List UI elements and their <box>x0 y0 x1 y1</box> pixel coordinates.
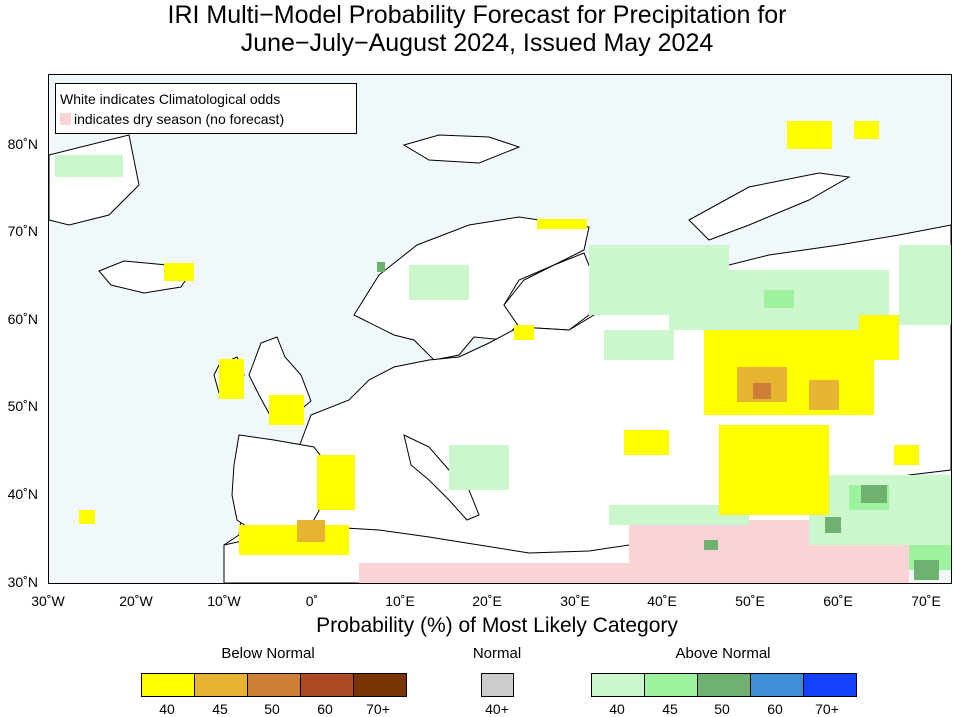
yellow-region-morocco <box>239 525 349 555</box>
below-normal-swatch-2 <box>248 674 301 696</box>
above-normal-swatch-4 <box>804 674 856 696</box>
land-italy <box>403 434 480 521</box>
green-region-siberia <box>899 245 951 325</box>
green50-region-east <box>914 560 939 580</box>
yellow-region-kazakh <box>894 445 919 465</box>
above-normal-swatch-1 <box>645 674 698 696</box>
above-tick-40: 40 <box>609 701 625 717</box>
yellow-region-volga <box>704 330 874 415</box>
normal-colorbar <box>481 673 514 697</box>
green45-region-urals <box>764 290 794 308</box>
yellow-region-atlantic <box>79 510 95 524</box>
lat-label-80n: 80˚N <box>7 136 38 152</box>
below-tick-70: 70+ <box>366 701 390 717</box>
yellow-region-black-sea <box>624 430 669 455</box>
orange45-region-urals <box>809 380 839 410</box>
lon-label-40e: 40˚E <box>647 593 677 609</box>
normal-tick-40: 40+ <box>485 701 509 717</box>
yellow-region-britain <box>269 395 304 425</box>
lat-label-40n: 40˚N <box>7 486 38 502</box>
orange45-region-morocco <box>297 520 325 542</box>
green-region-east-europe <box>604 330 674 360</box>
lon-label-20w: 20˚W <box>119 593 153 609</box>
above-tick-60: 60 <box>767 701 783 717</box>
above-tick-50: 50 <box>714 701 730 717</box>
green-region-middle-east <box>609 505 749 525</box>
orange50-region-volga <box>753 383 771 399</box>
dry-region-north-africa <box>359 563 649 583</box>
below-normal-45-layer <box>297 367 839 542</box>
land-greenland-edge <box>49 134 140 226</box>
yellow-region-kola <box>537 219 587 229</box>
lon-label-50e: 50˚E <box>735 593 765 609</box>
map-legend: White indicates Climatological odds indi… <box>55 83 357 134</box>
yellow-region-iceland <box>164 263 194 281</box>
dry-season-swatch <box>60 113 71 125</box>
green-region-balkans <box>449 445 509 490</box>
title-line-1: IRI Multi−Model Probability Forecast for… <box>167 1 787 29</box>
title-line-2: June−July−August 2024, Issued May 2024 <box>240 29 714 57</box>
above-tick-70: 70+ <box>815 701 839 717</box>
below-normal-colorbar <box>141 673 407 697</box>
yellow-region-franz-josef <box>854 121 879 139</box>
below-tick-50: 50 <box>264 701 280 717</box>
lon-label-30e: 30˚E <box>560 593 590 609</box>
yellow-region-ireland <box>219 359 244 399</box>
below-normal-swatch-0 <box>142 674 195 696</box>
colorbar-title: Probability (%) of Most Likely Category <box>316 614 678 637</box>
below-normal-swatch-1 <box>195 674 248 696</box>
legend-dry-season-text: indicates dry season (no forecast) <box>74 111 285 127</box>
map-canvas <box>49 121 951 583</box>
land-novaya-zemlya <box>688 172 851 241</box>
above-normal-swatch-0 <box>592 674 645 696</box>
yellow-region-svalbard-east <box>787 121 832 149</box>
yellow-region-iberia <box>317 455 355 510</box>
above-normal-50-layer <box>377 262 939 580</box>
lat-label-50n: 50˚N <box>7 398 38 414</box>
below-normal-label: Below Normal <box>221 645 315 662</box>
above-normal-swatch-3 <box>751 674 804 696</box>
normal-label: Normal <box>472 645 522 662</box>
forecast-map <box>48 74 952 584</box>
yellow-region-baltic <box>514 325 534 340</box>
green50-region-caspian-east <box>861 485 887 503</box>
above-normal-swatch-2 <box>698 674 751 696</box>
lon-label-10e: 10˚E <box>385 593 415 609</box>
below-tick-40: 40 <box>159 701 175 717</box>
land-svalbard <box>402 134 521 164</box>
yellow-region-urals-south <box>859 315 899 360</box>
dry-region-middle-east <box>749 545 829 583</box>
yellow-region-caucasus <box>719 425 829 515</box>
legend-climatology-text: White indicates Climatological odds <box>60 91 281 107</box>
lon-label-70e: 70˚E <box>911 593 941 609</box>
green50-region-norway <box>377 262 385 272</box>
lon-label-0: 0˚ <box>305 593 319 609</box>
green-region-scandinavia <box>409 265 469 300</box>
below-tick-60: 60 <box>317 701 333 717</box>
above-normal-colorbar <box>591 673 857 697</box>
lat-label-30n: 30˚N <box>7 574 38 590</box>
below-tick-45: 45 <box>212 701 228 717</box>
lon-label-30w: 30˚W <box>31 593 65 609</box>
green50-region-turkey <box>704 540 718 550</box>
lat-label-60n: 60˚N <box>7 311 38 327</box>
above-tick-45: 45 <box>662 701 678 717</box>
below-normal-swatch-3 <box>301 674 354 696</box>
green-region-greenland-sea <box>55 155 123 177</box>
lon-label-60e: 60˚E <box>823 593 853 609</box>
green50-region-iran <box>825 517 841 533</box>
normal-swatch-0 <box>482 674 513 696</box>
above-normal-label: Above Normal <box>675 645 771 662</box>
above-normal-layer <box>55 155 951 545</box>
below-normal-layer <box>79 121 919 555</box>
lon-label-10w: 10˚W <box>207 593 241 609</box>
below-normal-swatch-4 <box>354 674 406 696</box>
lat-label-70n: 70˚N <box>7 223 38 239</box>
lon-label-20e: 20˚E <box>472 593 502 609</box>
below-normal-50-layer <box>753 383 771 399</box>
